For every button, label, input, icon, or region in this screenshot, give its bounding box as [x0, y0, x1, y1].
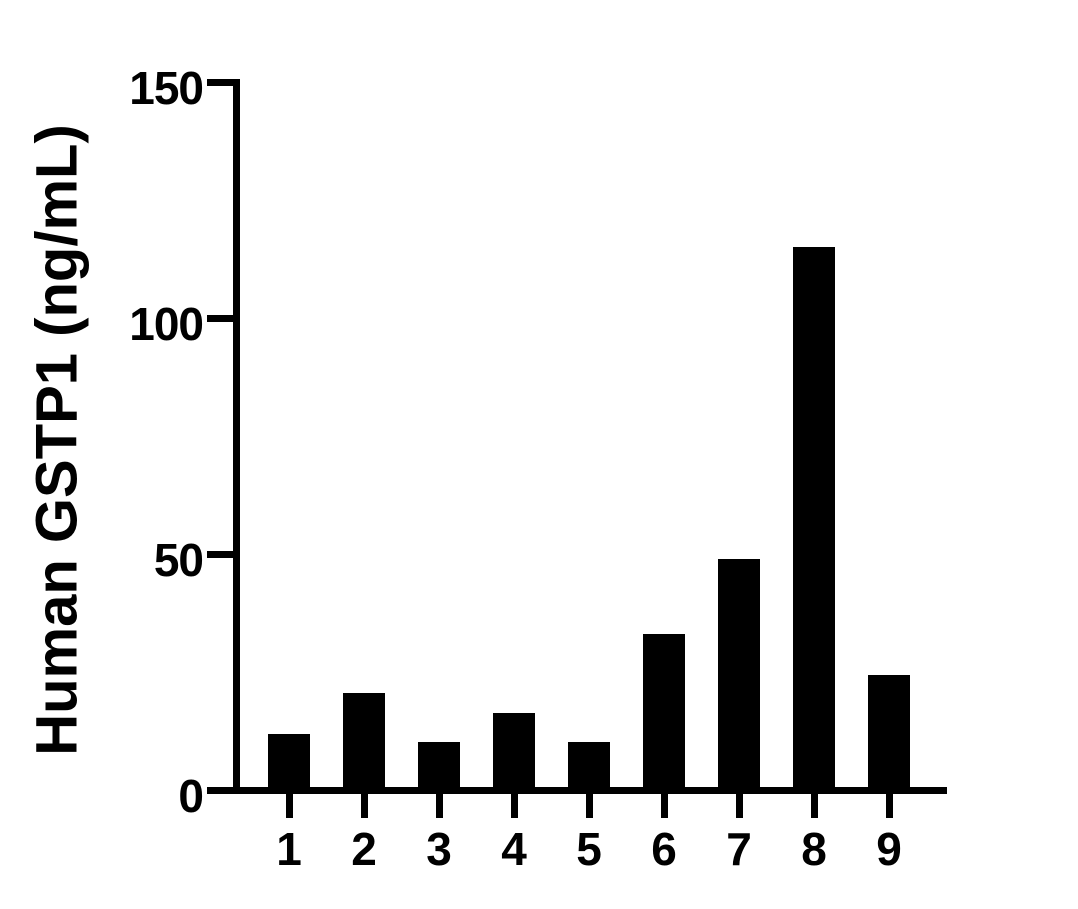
x-tick-label: 4: [501, 823, 527, 875]
x-tick-mark: [811, 794, 818, 818]
bar-sample-2: [343, 693, 385, 790]
x-tick-mark: [661, 794, 668, 818]
y-tick-mark: [207, 315, 233, 322]
bar-sample-9: [868, 675, 910, 790]
x-tick-label: 6: [651, 823, 677, 875]
x-tick-mark: [361, 794, 368, 818]
x-tick-mark: [736, 794, 743, 818]
y-axis-title: Human GSTP1 (ng/mL): [24, 124, 90, 756]
x-tick-label: 2: [351, 823, 377, 875]
bar-sample-7: [718, 559, 760, 790]
bar-sample-1: [268, 734, 310, 790]
bar-sample-5: [568, 742, 610, 790]
bar-sample-6: [643, 634, 685, 790]
x-tick-mark: [511, 794, 518, 818]
y-tick-mark: [207, 787, 233, 794]
x-tick-label: 8: [801, 823, 827, 875]
x-tick-mark: [586, 794, 593, 818]
y-axis-line: [233, 79, 240, 794]
x-tick-mark: [436, 794, 443, 818]
y-tick-label: 100: [129, 298, 204, 350]
y-tick-mark: [207, 79, 233, 86]
x-tick-label: 7: [726, 823, 752, 875]
x-tick-label: 1: [276, 823, 302, 875]
bar-sample-8: [793, 247, 835, 790]
y-tick-label: 50: [153, 534, 204, 586]
x-tick-mark: [886, 794, 893, 818]
y-tick-mark: [207, 551, 233, 558]
x-tick-label: 9: [876, 823, 902, 875]
bar-sample-4: [493, 713, 535, 790]
x-tick-label: 3: [426, 823, 452, 875]
x-tick-label: 5: [576, 823, 602, 875]
x-axis-line: [233, 787, 947, 794]
bar-sample-3: [418, 742, 460, 790]
y-tick-label: 0: [178, 770, 204, 822]
x-tick-mark: [286, 794, 293, 818]
y-tick-label: 150: [129, 62, 204, 114]
